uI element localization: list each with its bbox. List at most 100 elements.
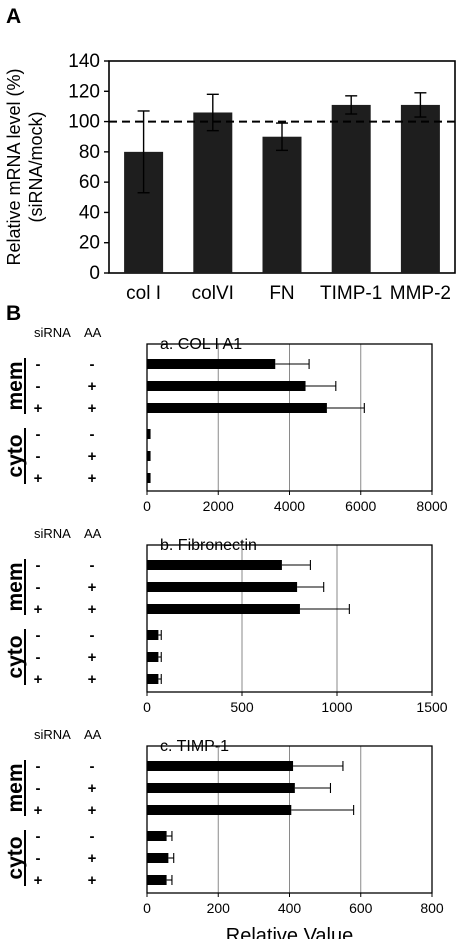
category-label: MMP-2 <box>390 283 451 304</box>
y-axis-label-line2: (siRNA/mock) <box>26 112 46 223</box>
bar <box>147 451 151 461</box>
y-tick-label: 100 <box>68 112 100 133</box>
aa-sign: + <box>88 400 97 417</box>
aa-sign: + <box>88 802 97 819</box>
bar <box>147 853 169 863</box>
group-label-cyto: cyto <box>4 635 27 678</box>
x-tick-label: 1500 <box>416 699 447 715</box>
x-tick-label: 8000 <box>416 498 447 514</box>
aa-sign: + <box>88 448 97 465</box>
group-label-cyto: cyto <box>4 434 27 477</box>
x-tick-label: 800 <box>420 900 444 916</box>
sirna-sign: + <box>34 601 43 618</box>
bar <box>147 604 300 614</box>
aa-sign: - <box>90 828 95 845</box>
plot-frame <box>146 544 433 693</box>
bar <box>262 136 302 273</box>
sirna-sign: - <box>36 557 41 574</box>
x-axis-label: Relative Value <box>226 925 353 939</box>
aa-sign: + <box>88 470 97 487</box>
aa-sign: + <box>88 780 97 797</box>
x-tick-label: 0 <box>143 900 151 916</box>
sirna-sign: + <box>34 400 43 417</box>
aa-sign: + <box>88 649 97 666</box>
aa-sign: - <box>90 356 95 373</box>
bar <box>147 761 294 771</box>
bar <box>147 429 151 439</box>
y-tick-label: 40 <box>79 202 100 223</box>
aa-sign: + <box>88 850 97 867</box>
sirna-sign: - <box>36 627 41 644</box>
x-tick-label: 6000 <box>345 498 376 514</box>
bar <box>331 104 371 274</box>
column-header-sirna: siRNA <box>34 727 71 742</box>
y-tick-label: 140 <box>68 51 100 72</box>
aa-sign: - <box>90 627 95 644</box>
sirna-sign: - <box>36 448 41 465</box>
aa-sign: + <box>88 378 97 395</box>
bar <box>147 805 292 815</box>
y-tick-label: 0 <box>89 263 100 284</box>
x-tick-label: 2000 <box>203 498 234 514</box>
sirna-sign: - <box>36 828 41 845</box>
aa-sign: + <box>88 671 97 688</box>
group-label-mem: mem <box>4 763 27 812</box>
bar <box>147 473 151 483</box>
bar <box>147 783 295 793</box>
x-tick-label: 500 <box>230 699 254 715</box>
aa-sign: - <box>90 426 95 443</box>
sirna-sign: - <box>36 378 41 395</box>
bar <box>147 403 327 413</box>
group-label-cyto: cyto <box>4 836 27 879</box>
column-header-sirna: siRNA <box>34 325 71 340</box>
y-tick-label: 120 <box>68 81 100 102</box>
sirna-sign: - <box>36 356 41 373</box>
column-header-aa: AA <box>84 526 102 541</box>
x-tick-label: 600 <box>349 900 373 916</box>
category-label: TIMP-1 <box>320 283 382 304</box>
x-tick-label: 200 <box>207 900 231 916</box>
bar <box>147 831 167 841</box>
bar <box>147 560 282 570</box>
y-tick-label: 80 <box>79 142 100 163</box>
sirna-sign: - <box>36 780 41 797</box>
aa-sign: - <box>90 758 95 775</box>
group-label-mem: mem <box>4 562 27 611</box>
bar <box>400 104 440 274</box>
sirna-sign: + <box>34 671 43 688</box>
bar <box>147 674 159 684</box>
x-tick-label: 0 <box>143 699 151 715</box>
column-header-aa: AA <box>84 325 102 340</box>
sirna-sign: + <box>34 470 43 487</box>
plot-frame <box>146 745 433 894</box>
y-tick-label: 20 <box>79 233 100 254</box>
group-label-mem: mem <box>4 361 27 410</box>
chart-a-relative-mrna: 0 20 40 60 80 100 120 140 col I colVI FN TIMP-1 MMP-… <box>4 51 456 304</box>
panel-label-b: B <box>6 302 21 325</box>
aa-sign: + <box>88 579 97 596</box>
plot-frame <box>146 343 433 492</box>
category-label: colVI <box>192 283 234 304</box>
sirna-sign: - <box>36 850 41 867</box>
x-tick-label: 0 <box>143 498 151 514</box>
sirna-sign: - <box>36 758 41 775</box>
bar <box>147 381 306 391</box>
bar <box>147 630 159 640</box>
sirna-sign: - <box>36 426 41 443</box>
sirna-sign: - <box>36 649 41 666</box>
aa-sign: - <box>90 557 95 574</box>
bar <box>147 582 298 592</box>
column-header-aa: AA <box>84 727 102 742</box>
y-tick-label: 60 <box>79 172 100 193</box>
category-label: FN <box>269 283 294 304</box>
sirna-sign: + <box>34 802 43 819</box>
bar <box>147 875 167 885</box>
x-tick-label: 1000 <box>321 699 352 715</box>
chart-b-col-i-a1: siRNA AAa. COL I A10 2000 4000 6000 8000- -- ++… <box>4 325 448 514</box>
bar <box>147 652 159 662</box>
x-tick-label: 400 <box>278 900 302 916</box>
sirna-sign: - <box>36 579 41 596</box>
column-header-sirna: siRNA <box>34 526 71 541</box>
